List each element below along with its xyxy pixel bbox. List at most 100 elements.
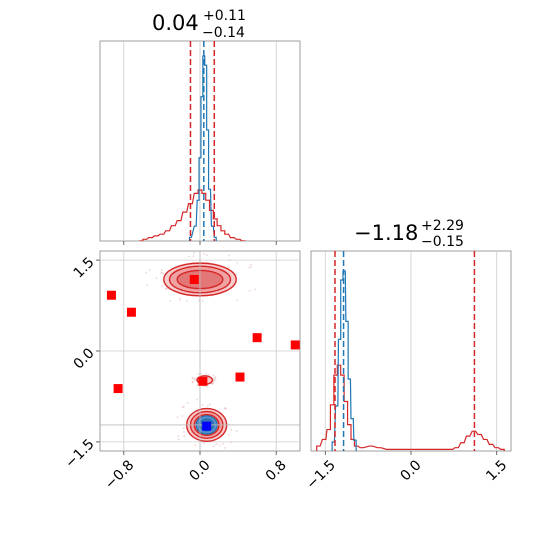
sample-dot [214, 378, 217, 381]
sample-dot [254, 288, 257, 291]
sample-dot [212, 382, 215, 385]
red-marker [252, 333, 262, 343]
red-marker [106, 290, 116, 300]
sample-dot [181, 415, 184, 418]
sample-dot [203, 253, 206, 256]
sample-dot [161, 268, 164, 271]
sample-dot [248, 266, 251, 269]
sample-dot [248, 289, 251, 292]
sample-dot [196, 383, 199, 386]
sample-dot [181, 406, 184, 409]
scatter-contour-panel [100, 251, 300, 451]
x-tick-label: 1.5 [483, 457, 510, 484]
title-param1: 0.04 +0.11 −0.14 [152, 8, 246, 41]
grid-top-left [123, 41, 277, 241]
histogram-red [139, 189, 246, 241]
sample-dot [179, 297, 182, 300]
sample-dot [211, 383, 214, 386]
histogram-param1 [139, 41, 246, 241]
ticks-top-left [123, 241, 277, 245]
sample-dot [215, 442, 218, 445]
sample-dot [164, 287, 167, 290]
sample-dot [169, 299, 172, 302]
sample-dot [214, 376, 217, 379]
sample-dot [192, 255, 195, 258]
sample-dot [230, 441, 233, 444]
red-marker [198, 376, 208, 386]
red-marker [126, 307, 136, 317]
sample-dot [203, 442, 206, 445]
sample-dot [194, 444, 197, 447]
x-tick-label: −0.8 [102, 457, 137, 492]
sample-dot [212, 445, 215, 448]
sample-dot [160, 271, 163, 274]
sample-dot [192, 251, 195, 254]
x-tick-label: 0.0 [187, 457, 214, 484]
sample-dot [236, 261, 239, 264]
red-marker [235, 372, 245, 382]
title-param2-plus: +2.29 [421, 218, 464, 234]
sample-dot [161, 285, 164, 288]
sample-dot [222, 442, 225, 445]
x-tick-label: 0.0 [398, 457, 425, 484]
histogram-red [316, 364, 505, 451]
sample-dot [177, 438, 180, 441]
sample-dot [250, 263, 253, 266]
y-tick-labels-param2: −1.5 0.0 1.5 [62, 254, 97, 471]
title-param1-minus: −0.14 [202, 25, 245, 41]
sample-dot [207, 374, 210, 377]
sample-dot [227, 433, 230, 436]
sample-dot [148, 269, 151, 272]
sample-dot [191, 377, 194, 380]
sample-dot [194, 377, 197, 380]
sample-dot [212, 379, 215, 382]
sample-dot [176, 435, 179, 438]
x-tick-label: −1.5 [304, 457, 339, 492]
sample-dot [205, 254, 208, 257]
sample-dot [224, 407, 227, 410]
sample-dot [146, 284, 149, 287]
ticks-bottom-right [324, 451, 498, 455]
title-param2-minus: −0.15 [421, 234, 464, 250]
sample-dot [182, 427, 185, 430]
sample-dot [213, 378, 216, 381]
y-tick-label: 0.0 [71, 345, 98, 372]
title-param2: −1.18 +2.29 −0.15 [354, 218, 464, 250]
sample-dot [160, 271, 163, 274]
sample-dot [182, 430, 185, 433]
sample-dot [195, 398, 198, 401]
sample-dot [201, 299, 204, 302]
ticks-bottom-left [96, 259, 277, 455]
x-tick-labels-param2: −1.5 0.0 1.5 [304, 457, 511, 492]
title-param1-plus: +0.11 [203, 8, 246, 24]
title-param1-value: 0.04 [152, 11, 199, 35]
sample-dot [235, 430, 238, 433]
sample-dot [187, 255, 190, 258]
sample-dot [183, 435, 186, 438]
sample-dot [182, 405, 185, 408]
sample-dot [193, 377, 196, 380]
sample-dot [227, 266, 230, 269]
grid-bottom-right [324, 251, 498, 451]
x-tick-labels-param1: −0.8 0.0 0.8 [102, 457, 290, 492]
sample-dot [165, 287, 168, 290]
y-tick-label: −1.5 [62, 436, 97, 471]
sample-dot [224, 407, 227, 410]
sample-dot [249, 265, 252, 268]
sample-dot [227, 254, 230, 257]
sample-dot [176, 416, 179, 419]
sample-dot [185, 299, 188, 302]
sample-dot [206, 404, 209, 407]
sample-dot [228, 259, 231, 262]
sample-dot [230, 428, 233, 431]
red-marker [189, 274, 199, 284]
x-tick-label: 0.8 [263, 457, 290, 484]
sample-dot [236, 299, 239, 302]
sample-dot [191, 381, 194, 384]
histogram-param2 [316, 251, 505, 451]
sample-dot [208, 403, 211, 406]
sample-dot [191, 377, 194, 380]
sample-dot [206, 385, 209, 388]
sample-dot [224, 407, 227, 410]
